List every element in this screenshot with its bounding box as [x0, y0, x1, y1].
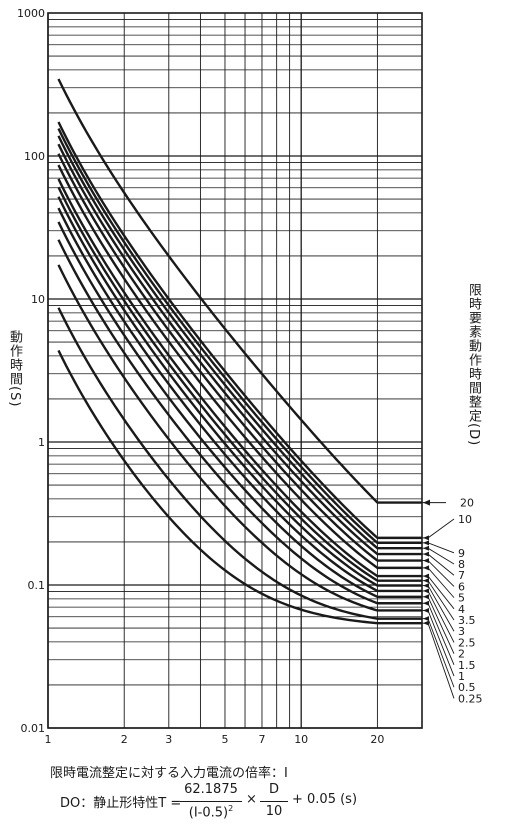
formula-suffix: + 0.05 (s)	[292, 792, 358, 807]
dial-label: 3.5	[458, 614, 476, 627]
y-tick-label: 1	[38, 436, 45, 449]
dial-axis-label: 限時要素動作時間整定(D)	[466, 283, 481, 447]
dial-label: 1.5	[458, 659, 476, 672]
curve-dial-9	[57, 128, 422, 545]
formula-times: ×	[246, 792, 257, 807]
curve-dial-0_25	[57, 349, 422, 625]
dial-arrow	[423, 558, 429, 564]
plot-frame	[47, 12, 423, 729]
formula-frac1-den-exponent: 2	[228, 804, 234, 813]
dial-label: 1	[458, 670, 465, 683]
curve-dial-3	[57, 196, 422, 587]
x-tick-labels: 1 2 3 5 7 10 20	[45, 733, 385, 746]
dial-label: 7	[458, 569, 465, 582]
curve-dial-4	[57, 178, 422, 578]
formula: DO：静止形特性T = 62.1875 (I-0.5)2 × D 10 + 0.…	[60, 782, 490, 826]
dial-label: 4	[458, 603, 465, 616]
formula-frac1-bar	[180, 801, 242, 802]
dial-arrow	[423, 499, 430, 506]
dial-label: 0.25	[458, 692, 483, 705]
formula-frac1-numerator: 62.1875	[184, 782, 238, 797]
dial-arrow	[423, 588, 429, 594]
dial-label: 6	[458, 580, 465, 593]
dial-label: 3	[458, 625, 465, 638]
x-tick-label: 2	[121, 733, 128, 746]
dial-arrow	[423, 540, 429, 546]
dial-arrow	[423, 616, 429, 622]
y-tick-labels: 0.01 0.1 1 10 100 1000	[17, 7, 45, 735]
dial-leader	[422, 518, 455, 539]
formula-frac1-den-base: (I-0.5)	[188, 805, 229, 821]
dial-arrow	[423, 573, 429, 579]
y-tick-label: 1000	[17, 7, 45, 20]
chart-curves	[57, 78, 422, 625]
curve-dial-7	[57, 143, 422, 556]
x-tick-label: 1	[45, 733, 52, 746]
x-axis-title: 限時電流整定に対する入力電流の倍率：I	[50, 766, 288, 781]
y-axis-label: 動作時間(S)	[7, 330, 22, 408]
formula-frac2-bar	[260, 801, 288, 802]
dial-leader	[422, 553, 455, 576]
dial-arrow	[423, 551, 429, 557]
dial-arrow	[423, 583, 429, 589]
dial-label: 0.5	[458, 681, 476, 694]
chart-grid	[47, 12, 423, 729]
formula-prefix: DO：静止形特性T =	[60, 796, 182, 811]
formula-frac2-numerator: D	[268, 782, 279, 797]
y-tick-label: 10	[31, 293, 45, 306]
dial-label: 20	[460, 497, 474, 510]
dial-arrow	[423, 600, 429, 606]
curve-dial-0_5	[57, 307, 422, 620]
dial-arrow	[423, 545, 429, 551]
dial-leader	[422, 622, 455, 699]
dial-label: 10	[458, 513, 472, 526]
y-tick-label: 100	[24, 150, 45, 163]
curve-dial-1	[57, 264, 422, 612]
curve-dial-20	[57, 78, 422, 504]
dial-leader	[422, 560, 455, 587]
x-tick-label: 10	[294, 733, 308, 746]
curve-dial-1_5	[57, 239, 422, 605]
formula-frac1-denominator: (I-0.5)2	[180, 804, 242, 820]
curve-dial-6	[57, 153, 422, 562]
x-tick-label: 3	[165, 733, 172, 746]
curve-dial-5	[57, 164, 422, 570]
dial-label: 2.5	[458, 636, 476, 649]
curve-dial-2	[57, 221, 422, 598]
curve-dial-3_5	[57, 186, 422, 582]
dial-arrow	[423, 594, 429, 600]
dial-arrow	[423, 607, 429, 613]
curve-dial-10	[57, 121, 422, 540]
dial-label: 9	[458, 547, 465, 560]
formula-frac2-denominator: 10	[265, 804, 283, 819]
y-tick-label: 0.01	[21, 722, 46, 735]
curve-dial-2_5	[57, 207, 422, 593]
y-tick-label: 0.1	[28, 579, 46, 592]
dial-arrow	[423, 578, 429, 584]
dial-label: 5	[458, 592, 465, 605]
dial-arrow	[423, 620, 429, 626]
dial-leader	[422, 567, 455, 598]
curve-dial-8	[57, 135, 422, 550]
dial-arrow	[423, 535, 429, 541]
x-tick-label: 20	[370, 733, 384, 746]
x-tick-label: 7	[258, 733, 265, 746]
dial-arrow	[423, 565, 429, 571]
x-tick-label: 5	[221, 733, 228, 746]
dial-label: 8	[458, 558, 465, 571]
dial-label: 2	[458, 648, 465, 661]
